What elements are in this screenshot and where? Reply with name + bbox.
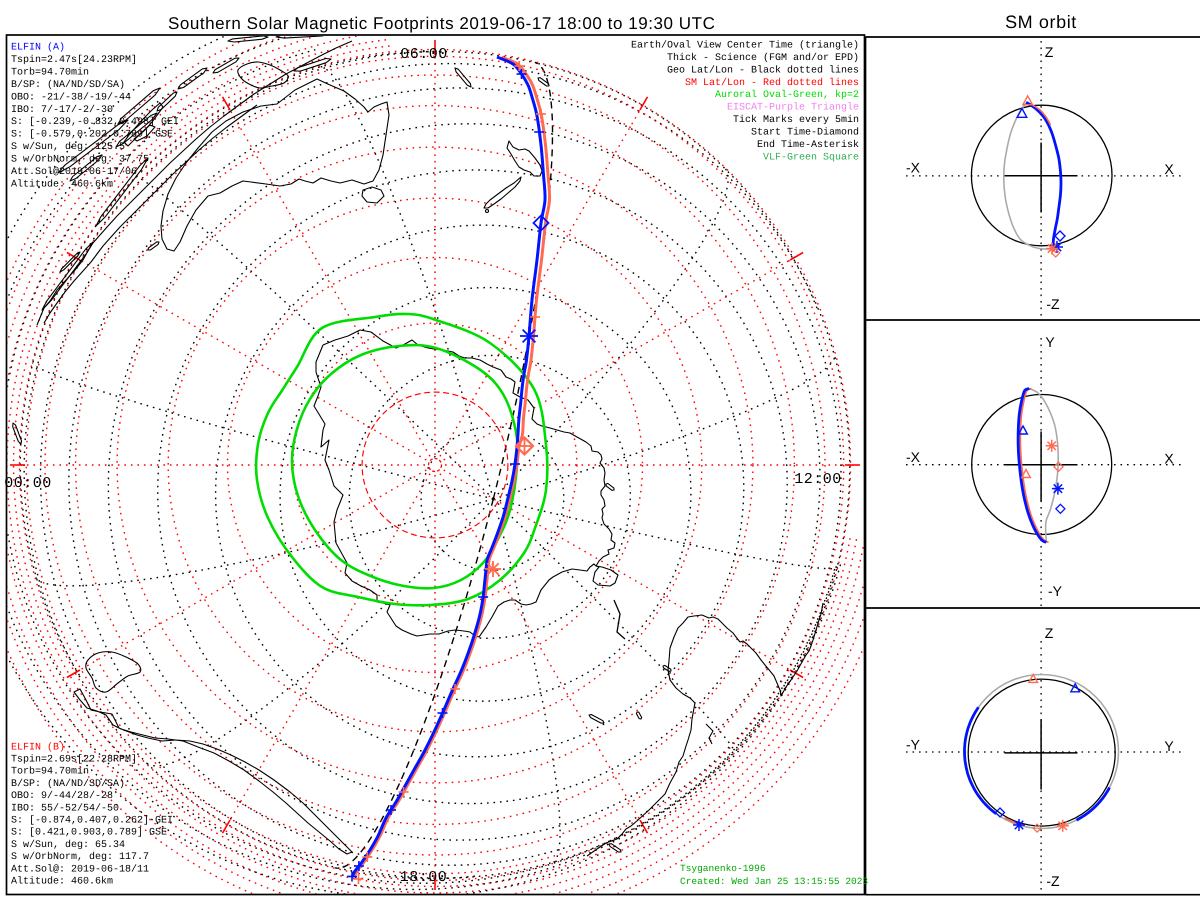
svg-text:Y: Y	[1164, 738, 1174, 754]
svg-text:OBO: 9/-44/28/-28: OBO: 9/-44/28/-28	[11, 790, 113, 802]
svg-text:ELFIN (A): ELFIN (A)	[11, 42, 65, 54]
svg-text:-Z: -Z	[1046, 296, 1060, 312]
svg-text:Auroral Oval-Green, kp=2: Auroral Oval-Green, kp=2	[715, 89, 859, 101]
svg-text:Att.Sol@2019-06-17/06: Att.Sol@2019-06-17/06	[11, 166, 137, 178]
svg-text:Tspin=2.47s[24.23RPM]: Tspin=2.47s[24.23RPM]	[11, 54, 137, 66]
svg-text:S: [0.421,0.903,0.789] GSE: S: [0.421,0.903,0.789] GSE	[11, 827, 167, 839]
svg-text:S: [-0.579,0.202,0.789] GSE: S: [-0.579,0.202,0.789] GSE	[11, 129, 173, 141]
svg-text:S w/OrbNorm, deg: 117.7: S w/OrbNorm, deg: 117.7	[11, 851, 149, 863]
svg-text:B/SP: (NA/ND/SD/SA): B/SP: (NA/ND/SD/SA)	[11, 778, 125, 790]
svg-text:OBO: -21/-38/-19/-44: OBO: -21/-38/-19/-44	[11, 91, 131, 103]
svg-text:Tick Marks every 5min: Tick Marks every 5min	[733, 114, 859, 126]
svg-text:Y: Y	[1045, 334, 1055, 350]
svg-text:Created: Wed Jan 25 13:15:55 2: Created: Wed Jan 25 13:15:55 2023	[680, 876, 868, 887]
svg-text:Z: Z	[1045, 44, 1054, 60]
svg-text:Att.Sol@: 2019-06-18/11: Att.Sol@: 2019-06-18/11	[11, 863, 149, 875]
svg-text:Altitude: 460.6km: Altitude: 460.6km	[11, 876, 113, 888]
svg-text:S: [-0.239,-0.832,0.498] GEI: S: [-0.239,-0.832,0.498] GEI	[11, 116, 179, 128]
svg-text:IBO: 7/-17/-2/-30: IBO: 7/-17/-2/-30	[11, 104, 113, 116]
svg-text:-Y: -Y	[1048, 583, 1063, 599]
svg-text:VLF-Green Square: VLF-Green Square	[763, 152, 859, 163]
svg-text:12:00: 12:00	[794, 471, 842, 488]
svg-text:End Time-Asterisk: End Time-Asterisk	[757, 139, 859, 151]
svg-text:-Z: -Z	[1046, 873, 1060, 889]
svg-text:IBO: 55/-52/54/-50: IBO: 55/-52/54/-50	[11, 802, 119, 814]
svg-text:18:00: 18:00	[400, 869, 448, 886]
svg-text:Torb=94.70min: Torb=94.70min	[11, 766, 89, 778]
svg-text:Tspin=2.69s[22.28RPM]: Tspin=2.69s[22.28RPM]	[11, 754, 137, 766]
svg-text:Altitude: 460.6km: Altitude: 460.6km	[11, 178, 113, 190]
svg-text:00:00: 00:00	[4, 475, 52, 492]
svg-text:SM orbit: SM orbit	[1005, 12, 1077, 32]
svg-text:ELFIN (B): ELFIN (B)	[11, 741, 65, 753]
svg-text:06:00: 06:00	[400, 46, 448, 63]
svg-text:-Y: -Y	[906, 737, 921, 753]
svg-text:X: X	[1164, 451, 1174, 467]
svg-text:S w/Sun, deg: 125.5: S w/Sun, deg: 125.5	[11, 141, 125, 153]
svg-text:Earth/Oval View Center Time (t: Earth/Oval View Center Time (triangle)	[631, 39, 859, 51]
svg-text:Z: Z	[1045, 625, 1054, 641]
svg-text:Start Time-Diamond: Start Time-Diamond	[751, 127, 859, 139]
svg-text:Geo Lat/Lon - Black dotted lin: Geo Lat/Lon - Black dotted lines	[667, 64, 859, 76]
svg-text:S: [-0.874,0.407,0.262] GEI: S: [-0.874,0.407,0.262] GEI	[11, 815, 173, 827]
svg-text:SM Lat/Lon - Red dotted lines: SM Lat/Lon - Red dotted lines	[685, 77, 859, 89]
svg-text:B/SP: (NA/ND/SD/SA): B/SP: (NA/ND/SD/SA)	[11, 79, 125, 91]
svg-text:S w/OrbNorm, deg: 37.75: S w/OrbNorm, deg: 37.75	[11, 154, 149, 166]
svg-text:X: X	[1164, 161, 1174, 177]
svg-text:Tsyganenko-1996: Tsyganenko-1996	[680, 863, 766, 874]
svg-text:Torb=94.70min: Torb=94.70min	[11, 66, 89, 78]
svg-text:-X: -X	[906, 160, 921, 176]
svg-text:-X: -X	[906, 449, 921, 465]
svg-text:S w/Sun, deg: 65.34: S w/Sun, deg: 65.34	[11, 839, 125, 851]
svg-text:Thick - Science (FGM and/or EP: Thick - Science (FGM and/or EPD)	[667, 52, 859, 64]
svg-text:EISCAT-Purple Triangle: EISCAT-Purple Triangle	[727, 102, 859, 114]
svg-text:Southern Solar Magnetic Footpr: Southern Solar Magnetic Footprints 2019-…	[168, 14, 715, 33]
